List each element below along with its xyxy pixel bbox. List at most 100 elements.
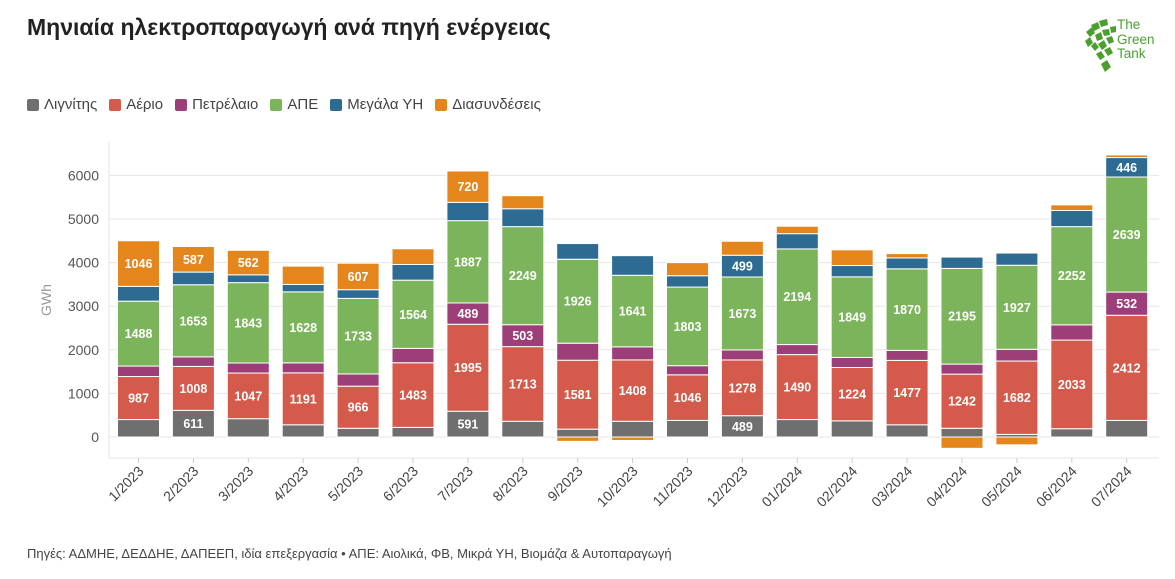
bar-segment: [995, 348, 1039, 362]
x-tick-label: 11/2023: [649, 463, 696, 510]
bar-value-label: 1682: [1003, 391, 1031, 405]
bar-segment: [775, 225, 819, 235]
bar-segment: [611, 255, 655, 276]
bar-segment: [117, 365, 160, 378]
bar-segment: [556, 258, 600, 344]
bar-segment: [391, 263, 435, 281]
bar-segment: [1105, 419, 1149, 438]
bar-segment: [501, 420, 545, 438]
bar-segment: [885, 359, 929, 426]
logo-mark-icon: [1085, 19, 1116, 72]
bar-segment: [556, 342, 600, 361]
bar-value-label: 1887: [454, 255, 482, 269]
bar-segment: [940, 256, 984, 269]
x-tick-label: 7/2023: [434, 463, 476, 505]
bar-segment: [446, 201, 490, 222]
bar-segment: [611, 420, 655, 438]
legend-swatch: [109, 98, 122, 111]
bar-value-label: 1483: [399, 389, 427, 403]
bar-segment: [940, 373, 984, 429]
bar-value-label: 499: [732, 260, 753, 274]
bar-segment: [666, 419, 709, 438]
bar-segment: [830, 356, 874, 369]
x-tick-label: 8/2023: [489, 463, 531, 505]
bar-segment: [226, 372, 270, 420]
x-tick-label: 07/2024: [1088, 463, 1135, 510]
bar-value-label: 489: [457, 307, 478, 321]
bar-value-label: 503: [512, 329, 533, 343]
bar-segment: [995, 264, 1039, 350]
legend-label: Αέριο: [126, 96, 164, 113]
x-tick-label: 1/2023: [105, 463, 147, 505]
bar-segment: [171, 365, 215, 411]
x-tick-label: 3/2023: [215, 463, 257, 505]
bar-segment: [995, 252, 1039, 266]
bar-value-label: 720: [457, 180, 478, 194]
legend-swatch: [27, 98, 39, 111]
bar-segment: [830, 420, 874, 438]
bar-value-label: 2252: [1058, 269, 1086, 283]
bar-value-label: 1713: [509, 377, 537, 391]
x-tick-label: 03/2024: [868, 463, 915, 510]
legend-swatch: [175, 98, 188, 111]
legend-item-large-hydro[interactable]: Μεγάλα ΥΗ: [330, 96, 423, 113]
bar-segment: [446, 410, 490, 438]
bar-segment: [611, 359, 655, 422]
bar-value-label: 1564: [399, 308, 427, 322]
chart-title: Μηνιαία ηλεκτροπαραγωγή ανά πηγή ενέργει…: [27, 14, 551, 40]
y-tick-label: 0: [91, 429, 99, 445]
bar-segment: [556, 243, 600, 260]
y-tick-label: 5000: [68, 211, 99, 227]
bar-segment: [226, 362, 270, 374]
bar-segment: [885, 257, 929, 270]
bar-value-label: 2412: [1113, 361, 1141, 375]
x-tick-label: 06/2024: [1033, 463, 1080, 510]
bar-segment: [446, 170, 490, 203]
x-tick-label: 12/2023: [703, 463, 750, 510]
bar-segment: [1050, 204, 1094, 211]
bar-value-label: 2033: [1058, 378, 1086, 392]
bar-segment: [720, 240, 764, 256]
legend-item-interconnections[interactable]: Διασυνδέσεις: [435, 96, 541, 113]
bar-segment: [556, 436, 600, 442]
bar-segment: [171, 356, 215, 367]
bar-value-label: 2194: [783, 290, 811, 304]
bar-segment: [226, 274, 270, 284]
bar-value-label: 1224: [838, 388, 866, 402]
logo-text: The Green Tank: [1117, 17, 1155, 62]
bar-segment: [391, 279, 435, 349]
bar-segment: [830, 265, 874, 278]
bar-value-label: 532: [1116, 297, 1137, 311]
bar-segment: [446, 220, 490, 304]
bar-value-label: 1477: [893, 386, 921, 400]
legend-label: Μεγάλα ΥΗ: [347, 96, 424, 113]
legend-item-lignite[interactable]: Λιγνίτης: [27, 96, 97, 113]
legend-item-gas[interactable]: Αέριο: [109, 96, 163, 113]
bar-value-label: 591: [457, 418, 478, 432]
bar-value-label: 562: [238, 256, 259, 270]
bar-value-label: 1046: [125, 257, 153, 271]
y-tick-label: 3000: [68, 298, 99, 314]
legend-item-res[interactable]: ΑΠΕ: [270, 96, 318, 113]
legend-label: Πετρέλαιο: [192, 96, 259, 113]
bar-segment: [336, 385, 380, 429]
bar-value-label: 1641: [619, 305, 647, 319]
bar-value-label: 1008: [179, 382, 207, 396]
bar-segment: [391, 426, 435, 438]
bar-segment: [611, 436, 655, 441]
x-tick-label: 5/2023: [325, 463, 367, 505]
bar-value-label: 1803: [674, 320, 702, 334]
x-tick-label: 2/2023: [160, 463, 202, 505]
logo-text-line: Tank: [1117, 46, 1146, 61]
legend-item-oil[interactable]: Πετρέλαιο: [175, 96, 258, 113]
bar-segment: [775, 419, 819, 438]
stacked-bar-chart: 0 1000 2000 3000 4000 5000 6000 GWh 987 1488 1046 1…: [38, 142, 1159, 510]
legend-label: Διασυνδέσεις: [452, 96, 541, 113]
legend-swatch: [270, 98, 283, 111]
bar-value-label: 987: [128, 392, 149, 406]
bar-value-label: 1490: [783, 381, 811, 395]
bar-segment: [666, 365, 709, 376]
bar-segment: [940, 436, 984, 449]
bar-segment: [117, 240, 160, 287]
the-green-tank-logo: [1083, 17, 1169, 79]
